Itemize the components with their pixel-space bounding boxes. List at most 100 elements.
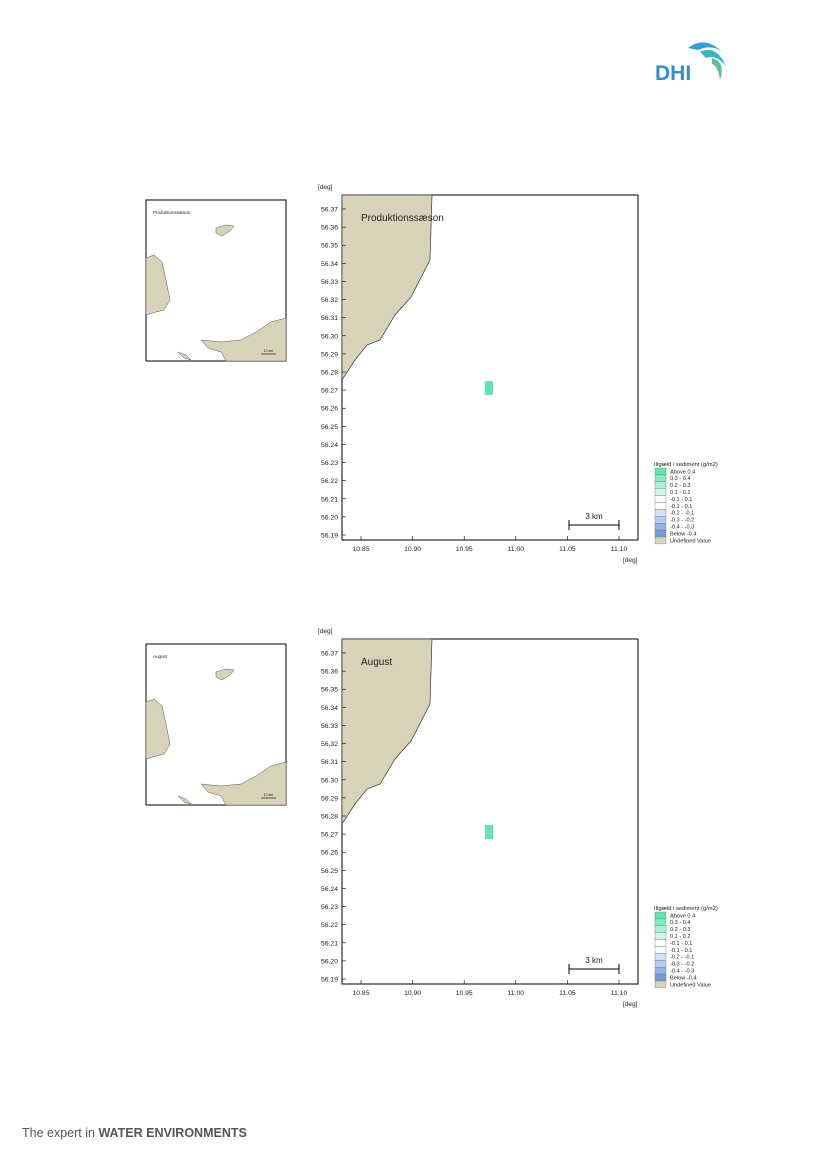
legend-swatch xyxy=(654,467,667,476)
y-tick-label: 56.25 xyxy=(321,868,338,875)
y-tick-label: 56.31 xyxy=(321,315,338,322)
legend-item: -0.4 - -0.3 xyxy=(670,969,694,975)
legend-title: Iltgæld i sediment (g/m2) xyxy=(654,906,718,912)
y-tick-label: 56.32 xyxy=(321,741,338,748)
y-tick-label: 56.28 xyxy=(321,814,338,821)
y-tick-label: 56.36 xyxy=(321,225,338,232)
legend-item: Undefined Value xyxy=(670,982,711,988)
legend-swatch xyxy=(654,960,667,968)
legend-swatch xyxy=(654,973,667,982)
scale-bar-label: 3 km xyxy=(585,512,603,521)
y-tick-label: 56.20 xyxy=(321,514,338,521)
y-tick-label: 56.26 xyxy=(321,406,338,413)
inset-land xyxy=(177,351,192,361)
y-tick-label: 56.19 xyxy=(321,977,338,984)
inset-land xyxy=(215,668,235,681)
legend-swatch xyxy=(654,925,667,933)
inset-scale-label: 10 km xyxy=(264,793,274,797)
inset-map: Produktionssæson 10 km xyxy=(145,199,287,362)
legend-item: -0.1 - 0.1 xyxy=(670,497,692,503)
y-tick-label: 56.33 xyxy=(321,279,338,286)
legend-item: Below -0.4 xyxy=(670,975,696,981)
legend-item: Above 0.4 xyxy=(670,469,695,475)
y-tick-label: 56.36 xyxy=(321,669,338,676)
x-tick-label: 11.00 xyxy=(508,990,525,997)
legend-swatch xyxy=(654,967,667,975)
scale-bar xyxy=(568,520,620,530)
inset-label: Produktionssæson xyxy=(153,210,191,215)
legend-swatch xyxy=(654,516,667,524)
legend-swatch xyxy=(654,502,667,510)
legend-swatch xyxy=(654,481,667,489)
legend-swatch xyxy=(654,488,667,496)
inset-land xyxy=(215,224,235,237)
y-unit: [deg] xyxy=(318,184,333,191)
y-unit: [deg] xyxy=(318,628,333,635)
sediment-patch xyxy=(485,381,493,395)
legend-title: Iltgæld i sediment (g/m2) xyxy=(654,462,718,468)
y-tick-label: 56.34 xyxy=(321,705,338,712)
sediment-patch xyxy=(485,825,493,839)
legend-swatch xyxy=(654,953,667,961)
inset-land xyxy=(145,698,171,760)
legend-swatch xyxy=(654,536,667,545)
map-title: Produktionssæson xyxy=(361,213,444,224)
legend-item: -0.2 - -0.1 xyxy=(670,511,694,517)
legend-swatch xyxy=(654,529,667,538)
legend-item: -0.3 - -0.2 xyxy=(670,518,694,524)
y-tick-label: 56.35 xyxy=(321,687,338,694)
y-tick-label: 56.29 xyxy=(321,795,338,802)
legend: Iltgæld i sediment (g/m2)Above 0.40.3 - … xyxy=(654,906,718,988)
x-tick-label: 11.00 xyxy=(508,546,525,553)
main-map: Produktionssæson [deg] [deg] 56.37 56.36 56.3… xyxy=(318,184,639,564)
legend-swatch xyxy=(654,474,667,482)
x-tick-label: 10.90 xyxy=(404,546,421,553)
y-tick-label: 56.31 xyxy=(321,759,338,766)
footer: The expert in WATER ENVIRONMENTS xyxy=(22,1126,247,1140)
y-tick-label: 56.22 xyxy=(321,478,338,485)
y-tick-label: 56.23 xyxy=(321,904,338,911)
logo-text: DHI xyxy=(655,62,691,85)
legend-swatch xyxy=(654,939,667,947)
x-unit: [deg] xyxy=(623,557,638,564)
x-tick-label: 10.95 xyxy=(456,990,473,997)
y-tick-label: 56.32 xyxy=(321,297,338,304)
y-tick-label: 56.23 xyxy=(321,460,338,467)
legend-swatch xyxy=(654,911,667,920)
legend-swatch xyxy=(654,523,667,531)
legend-swatch xyxy=(654,495,667,503)
y-tick-label: 56.25 xyxy=(321,424,338,431)
inset-label: August xyxy=(153,654,168,659)
x-tick-label: 11.05 xyxy=(559,546,576,553)
y-tick-label: 56.29 xyxy=(321,351,338,358)
inset-land xyxy=(200,761,287,806)
y-tick-label: 56.22 xyxy=(321,922,338,929)
x-tick-label: 10.85 xyxy=(352,546,369,553)
map-title: August xyxy=(361,657,392,668)
x-tick-label: 11.10 xyxy=(611,990,628,997)
y-tick-label: 56.35 xyxy=(321,243,338,250)
y-tick-label: 56.30 xyxy=(321,777,338,784)
map-panel: August 10 km August [deg] [deg] 56.37 56.36 56.… xyxy=(145,628,718,1008)
legend-item: 0.1 - 0.2 xyxy=(670,490,691,496)
y-tick-label: 56.27 xyxy=(321,832,338,839)
y-tick-label: 56.21 xyxy=(321,496,338,503)
logo-wave xyxy=(700,49,726,66)
legend-item: 0.3 - 0.4 xyxy=(670,476,691,482)
legend-swatch xyxy=(654,932,667,940)
coast-land xyxy=(341,638,433,826)
y-tick-label: 56.19 xyxy=(321,533,338,540)
y-tick-label: 56.27 xyxy=(321,388,338,395)
x-unit: [deg] xyxy=(623,1001,638,1008)
legend-body: Iltgæld i sediment (g/m2)Above 0.40.3 - … xyxy=(654,462,718,544)
inset-land xyxy=(145,254,171,316)
logo: DHI xyxy=(655,42,726,85)
inset-land xyxy=(177,795,192,805)
logo-wave xyxy=(688,42,722,52)
y-tick-label: 56.24 xyxy=(321,886,338,893)
logo-wave xyxy=(712,58,722,80)
inset-map: August 10 km xyxy=(145,643,287,806)
legend-item: -0.1 - 0.1 xyxy=(670,504,692,510)
